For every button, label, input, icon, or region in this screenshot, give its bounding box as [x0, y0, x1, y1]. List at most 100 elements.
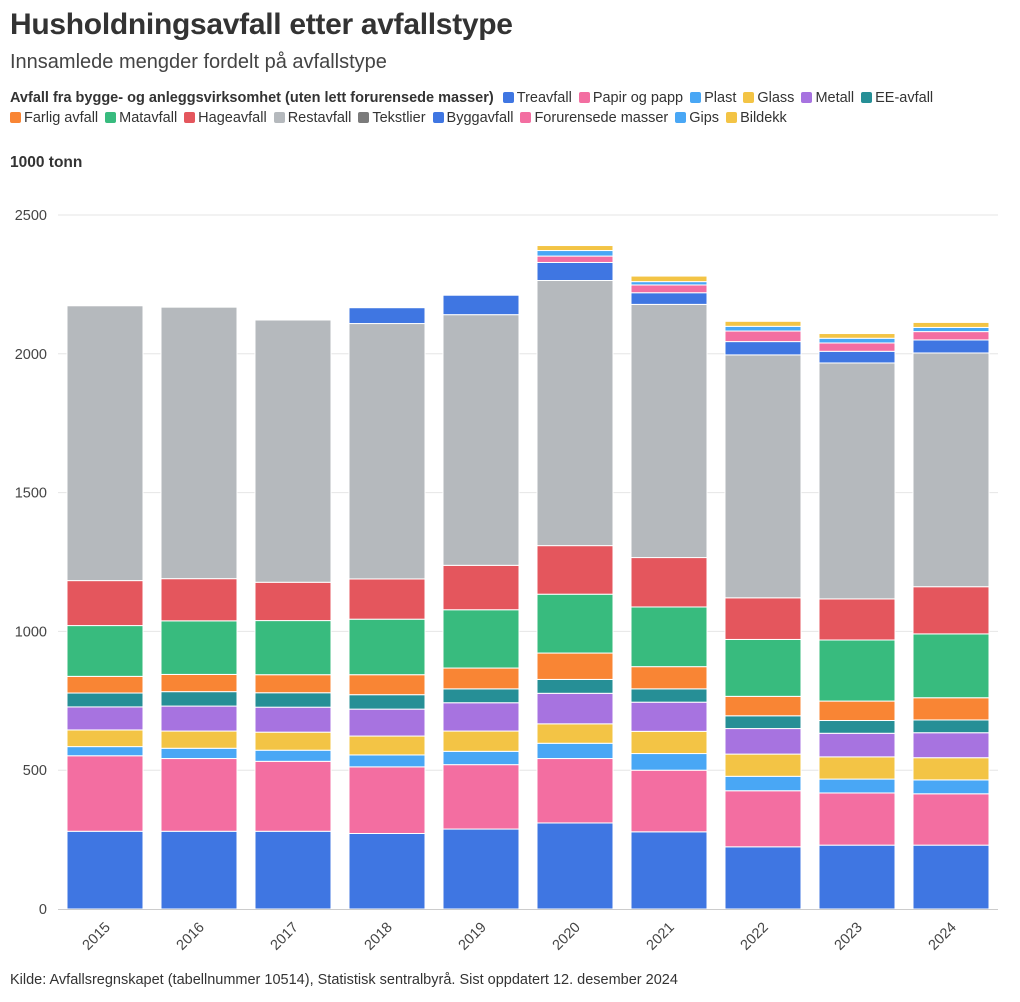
- legend-item[interactable]: Byggavfall: [432, 109, 513, 129]
- bar-segment[interactable]: Plast 2016: 37: [160, 747, 238, 760]
- bar-segment[interactable]: Farlig avfall 2016: 62: [160, 673, 238, 693]
- bar-segment[interactable]: Gips 2020: 20: [536, 250, 614, 257]
- bar-segment[interactable]: Farlig avfall 2023: 70: [818, 700, 896, 722]
- bar-segment[interactable]: Restavfall 2020: 955: [536, 280, 614, 547]
- bar-segment[interactable]: Hageavfall 2017: 138: [254, 581, 332, 622]
- bar-segment[interactable]: Bildekk 2022: 18: [724, 320, 802, 327]
- bar-segment[interactable]: EE-avfall 2022: 46: [724, 715, 802, 730]
- bar-segment[interactable]: Byggavfall 2024: 47: [912, 339, 990, 354]
- legend-item[interactable]: Forurensede masser: [520, 109, 668, 129]
- bar-segment[interactable]: Glass 2022: 80: [724, 753, 802, 777]
- bar-segment[interactable]: Treavfall 2019: 288: [442, 828, 520, 910]
- bar-segment[interactable]: Matavfall 2021: 215: [630, 606, 708, 668]
- bar-segment[interactable]: Plast 2021: 60: [630, 753, 708, 771]
- bar-segment[interactable]: Plast 2020: 55: [536, 742, 614, 760]
- bar-segment[interactable]: Treavfall 2023: 230: [818, 844, 896, 910]
- bar-segment[interactable]: Gips 2023: 17: [818, 337, 896, 344]
- bar-segment[interactable]: Restavfall 2018: 920: [348, 323, 426, 580]
- bar-segment[interactable]: EE-avfall 2015: 50: [66, 692, 144, 708]
- bar-segment[interactable]: Restavfall 2017: 945: [254, 319, 332, 583]
- bar-segment[interactable]: Restavfall 2023: 850: [818, 362, 896, 600]
- bar-segment[interactable]: Glass 2015: 60: [66, 729, 144, 748]
- bar-segment[interactable]: Matavfall 2023: 220: [818, 639, 896, 702]
- bar-segment[interactable]: Bildekk 2024: 18: [912, 321, 990, 328]
- legend-item[interactable]: Metall: [801, 89, 854, 109]
- bar-segment[interactable]: Treavfall 2020: 310: [536, 822, 614, 910]
- bar-segment[interactable]: Metall 2024: 90: [912, 732, 990, 759]
- bar-segment[interactable]: Hageavfall 2022: 150: [724, 597, 802, 640]
- legend-item[interactable]: Hageavfall: [184, 109, 267, 129]
- bar-segment[interactable]: Hageavfall 2016: 152: [160, 578, 238, 622]
- bar-segment[interactable]: Tekstlier 2017: 3: [254, 318, 332, 321]
- bar-segment[interactable]: Plast 2015: 33: [66, 746, 144, 757]
- bar-segment[interactable]: Plast 2018: 43: [348, 754, 426, 768]
- bar-segment[interactable]: Byggavfall 2019: 70: [442, 294, 520, 316]
- bar-segment[interactable]: Glass 2021: 80: [630, 730, 708, 755]
- legend-item[interactable]: Gips: [675, 109, 719, 129]
- bar-segment[interactable]: Farlig avfall 2017: 65: [254, 674, 332, 694]
- bar-segment[interactable]: Byggavfall 2023: 42: [818, 350, 896, 364]
- bar-segment[interactable]: EE-avfall 2018: 52: [348, 694, 426, 710]
- legend-item[interactable]: Farlig avfall: [10, 109, 98, 129]
- bar-segment[interactable]: Byggavfall 2020: 65: [536, 261, 614, 282]
- bar-segment[interactable]: EE-avfall 2017: 52: [254, 692, 332, 708]
- bar-segment[interactable]: Papir og papp 2023: 188: [818, 792, 896, 846]
- bar-segment[interactable]: Metall 2015: 83: [66, 706, 144, 731]
- bar-segment[interactable]: Restavfall 2015: 990: [66, 305, 144, 582]
- bar-segment[interactable]: Papir og papp 2020: 232: [536, 758, 614, 824]
- bar-segment[interactable]: Hageavfall 2019: 160: [442, 564, 520, 611]
- bar-segment[interactable]: Plast 2017: 40: [254, 749, 332, 762]
- bar-segment[interactable]: Plast 2023: 50: [818, 778, 896, 794]
- bar-segment[interactable]: Treavfall 2016: 280: [160, 830, 238, 910]
- bar-segment[interactable]: Plast 2019: 48: [442, 750, 520, 766]
- bar-segment[interactable]: Byggavfall 2018: 57: [348, 307, 426, 325]
- bar-segment[interactable]: EE-avfall 2016: 52: [160, 691, 238, 707]
- bar-segment[interactable]: Metall 2020: 110: [536, 692, 614, 725]
- bar-segment[interactable]: Treavfall 2024: 230: [912, 844, 990, 910]
- bar-segment[interactable]: Farlig avfall 2018: 72: [348, 674, 426, 696]
- bar-segment[interactable]: Bildekk 2021: 20: [630, 275, 708, 283]
- bar-segment[interactable]: Glass 2020: 70: [536, 723, 614, 744]
- bar-segment[interactable]: Plast 2024: 50: [912, 779, 990, 795]
- bar-segment[interactable]: Restavfall 2021: 912: [630, 303, 708, 559]
- bar-segment[interactable]: Papir og papp 2017: 252: [254, 760, 332, 832]
- bar-segment[interactable]: Papir og papp 2022: 202: [724, 790, 802, 848]
- bar-segment[interactable]: Hageavfall 2015: 162: [66, 580, 144, 627]
- legend-item[interactable]: Matavfall: [105, 109, 177, 129]
- bar-segment[interactable]: Treavfall 2022: 224: [724, 846, 802, 910]
- bar-segment[interactable]: Bildekk 2020: 18: [536, 245, 614, 252]
- bar-segment[interactable]: Forurensede masser 2020: 23: [536, 255, 614, 263]
- bar-segment[interactable]: Metall 2023: 85: [818, 732, 896, 758]
- legend-item[interactable]: EE-avfall: [861, 89, 933, 109]
- bar-segment[interactable]: Forurensede masser 2021: 28: [630, 284, 708, 294]
- bar-segment[interactable]: Matavfall 2020: 212: [536, 593, 614, 654]
- bar-segment[interactable]: Papir og papp 2018: 240: [348, 766, 426, 834]
- bar-segment[interactable]: Glass 2017: 65: [254, 731, 332, 751]
- bar-segment[interactable]: Farlig avfall 2019: 75: [442, 667, 520, 690]
- bar-segment[interactable]: Farlig avfall 2020: 95: [536, 652, 614, 680]
- legend-item[interactable]: Papir og papp: [578, 89, 683, 109]
- legend-item[interactable]: Restavfall: [273, 109, 351, 129]
- bar-segment[interactable]: Farlig avfall 2022: 70: [724, 695, 802, 717]
- legend-item[interactable]: Tekstlier: [358, 109, 426, 129]
- bar-segment[interactable]: Glass 2019: 73: [442, 730, 520, 752]
- bar-segment[interactable]: Plast 2022: 52: [724, 775, 802, 792]
- bar-segment[interactable]: EE-avfall 2019: 50: [442, 688, 520, 704]
- bar-segment[interactable]: Hageavfall 2020: 175: [536, 545, 614, 595]
- bar-segment[interactable]: Byggavfall 2022: 48: [724, 341, 802, 356]
- bar-segment[interactable]: Metall 2022: 92: [724, 728, 802, 755]
- bar-segment[interactable]: Matavfall 2019: 210: [442, 609, 520, 669]
- bar-segment[interactable]: EE-avfall 2024: 46: [912, 719, 990, 734]
- bar-segment[interactable]: Treavfall 2018: 272: [348, 832, 426, 910]
- bar-segment[interactable]: Hageavfall 2018: 145: [348, 578, 426, 620]
- bar-segment[interactable]: Forurensede masser 2023: 30: [818, 342, 896, 352]
- legend-item[interactable]: Treavfall: [502, 89, 572, 109]
- bar-segment[interactable]: Treavfall 2017: 280: [254, 830, 332, 910]
- bar-segment[interactable]: Restavfall 2019: 903: [442, 314, 520, 566]
- bar-segment[interactable]: Glass 2018: 68: [348, 735, 426, 756]
- bar-segment[interactable]: Restavfall 2024: 842: [912, 352, 990, 588]
- bar-segment[interactable]: Glass 2023: 80: [818, 756, 896, 780]
- bar-segment[interactable]: EE-avfall 2021: 48: [630, 688, 708, 703]
- bar-segment[interactable]: Gips 2024: 15: [912, 326, 990, 333]
- bar-segment[interactable]: Hageavfall 2023: 148: [818, 598, 896, 641]
